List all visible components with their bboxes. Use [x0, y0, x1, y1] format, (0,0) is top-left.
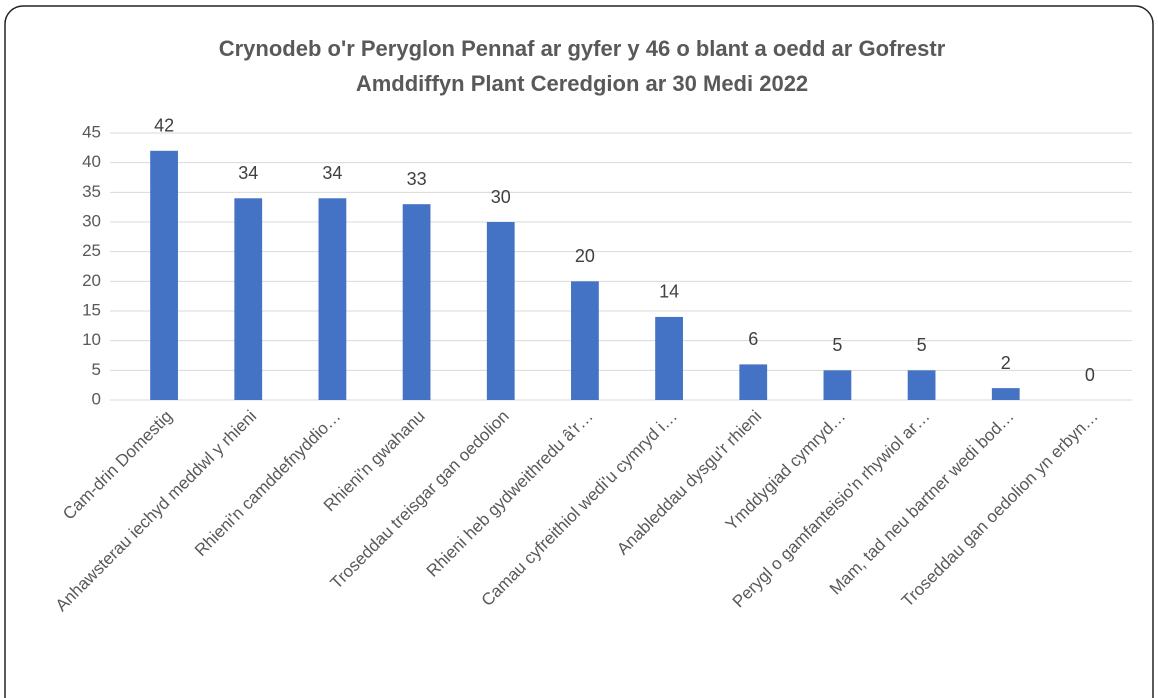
bar [402, 204, 431, 400]
y-tick-label: 15 [82, 300, 101, 319]
y-tick-label: 30 [82, 211, 101, 230]
y-tick-label: 0 [92, 389, 101, 408]
y-tick-label: 20 [82, 271, 101, 290]
bar [150, 150, 178, 400]
y-tick-label: 45 [82, 122, 101, 141]
bar [907, 370, 936, 400]
bar [655, 316, 683, 400]
y-tick-label: 10 [82, 330, 101, 349]
value-label: 5 [917, 335, 927, 355]
value-label: 34 [238, 163, 258, 183]
bar [318, 198, 347, 400]
value-label: 30 [491, 187, 511, 207]
value-label: 6 [748, 329, 758, 349]
value-label: 5 [832, 335, 842, 355]
value-label: 20 [575, 246, 595, 266]
value-label: 42 [154, 116, 174, 136]
bar [486, 222, 515, 400]
value-label: 14 [659, 282, 679, 302]
value-label: 34 [322, 163, 342, 183]
bar [823, 370, 852, 400]
y-tick-label: 40 [82, 152, 101, 171]
chart-title: Crynodeb o'r Peryglon Pennaf ar gyfer y … [219, 36, 946, 61]
value-label: 2 [1001, 353, 1011, 373]
chart-title: Amddiffyn Plant Ceredgion ar 30 Medi 202… [356, 71, 808, 96]
bar [991, 388, 1020, 400]
value-label: 33 [407, 169, 427, 189]
value-label: 0 [1085, 365, 1095, 385]
bar [571, 281, 599, 400]
bar [234, 198, 263, 400]
y-tick-label: 35 [82, 182, 101, 201]
bar [739, 364, 768, 400]
y-tick-label: 25 [82, 241, 101, 260]
y-tick-label: 5 [92, 360, 101, 379]
